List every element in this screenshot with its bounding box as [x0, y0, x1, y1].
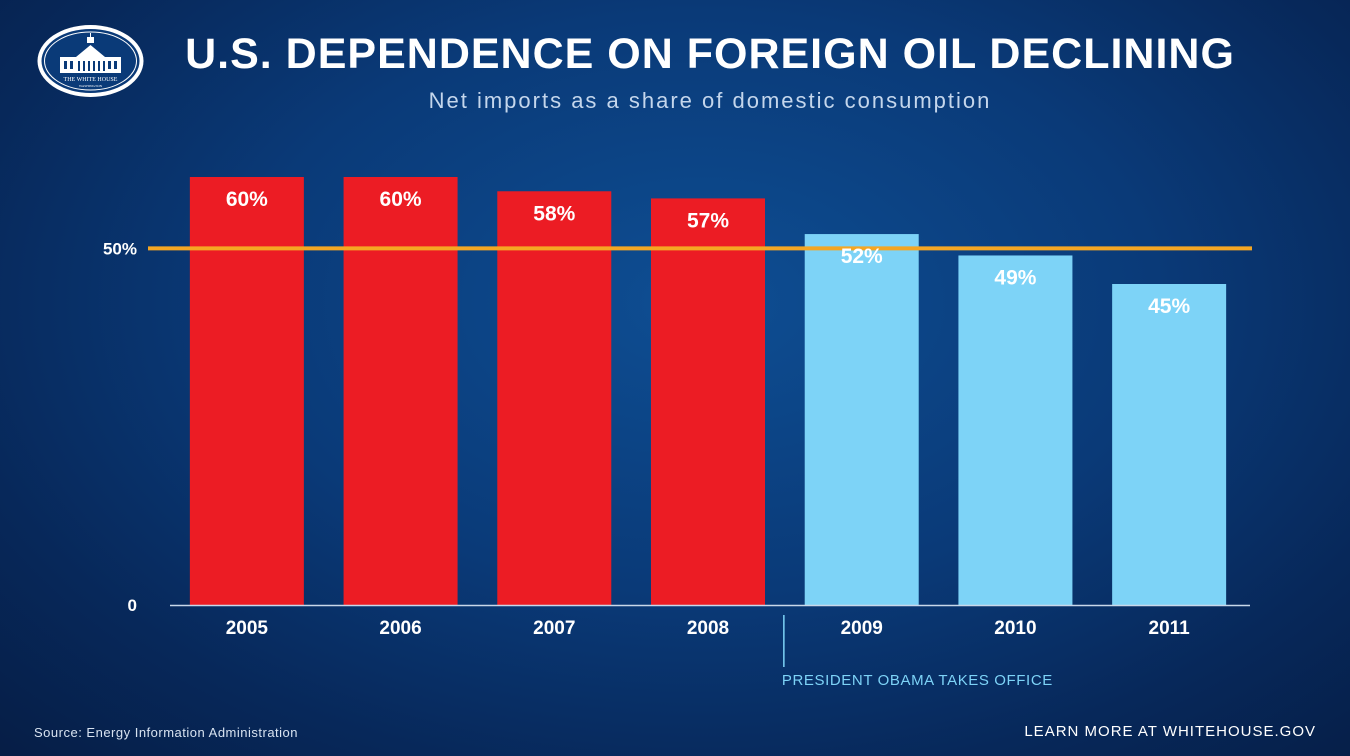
x-tick-label-2005: 2005 [226, 618, 269, 639]
bar-2005 [189, 177, 304, 605]
data-label-2007: 58% [533, 202, 575, 225]
x-tick-label-2006: 2006 [379, 618, 421, 639]
learn-more-link[interactable]: LEARN MORE AT WHITEHOUSE.GOV [1024, 723, 1316, 740]
bar-2011 [1112, 284, 1227, 605]
bar-2009 [804, 234, 919, 606]
logo-subtext: WASHINGTON [79, 84, 103, 88]
bar-2007 [497, 191, 612, 605]
data-label-2011: 45% [1148, 295, 1190, 318]
chart-title: U.S. DEPENDENCE ON FOREIGN OIL DECLINING [185, 30, 1235, 78]
bar-2010 [958, 255, 1073, 605]
data-label-2009: 52% [841, 245, 883, 268]
x-tick-label-2007: 2007 [533, 618, 575, 639]
logo-text: THE WHITE HOUSE [64, 77, 118, 83]
data-label-2008: 57% [687, 209, 729, 232]
x-tick-label-2008: 2008 [687, 618, 729, 639]
data-label-2010: 49% [994, 266, 1036, 289]
source-note: Source: Energy Information Administratio… [34, 725, 299, 740]
white-house-logo: THE WHITE HOUSE WASHINGTON [37, 25, 144, 97]
x-tick-label-2010: 2010 [994, 618, 1036, 639]
bar-2006 [343, 177, 458, 605]
data-label-2006: 60% [380, 188, 422, 211]
bar-2008 [651, 198, 765, 605]
data-label-2005: 60% [226, 188, 268, 211]
annotation-text: PRESIDENT OBAMA TAKES OFFICE [782, 672, 1053, 689]
y-tick-label-0: 0 [128, 596, 137, 615]
y-tick-label-50: 50% [103, 239, 137, 258]
x-tick-label-2009: 2009 [841, 618, 883, 639]
x-tick-label-2011: 2011 [1149, 618, 1191, 639]
chart-subtitle: Net imports as a share of domestic consu… [428, 88, 992, 113]
